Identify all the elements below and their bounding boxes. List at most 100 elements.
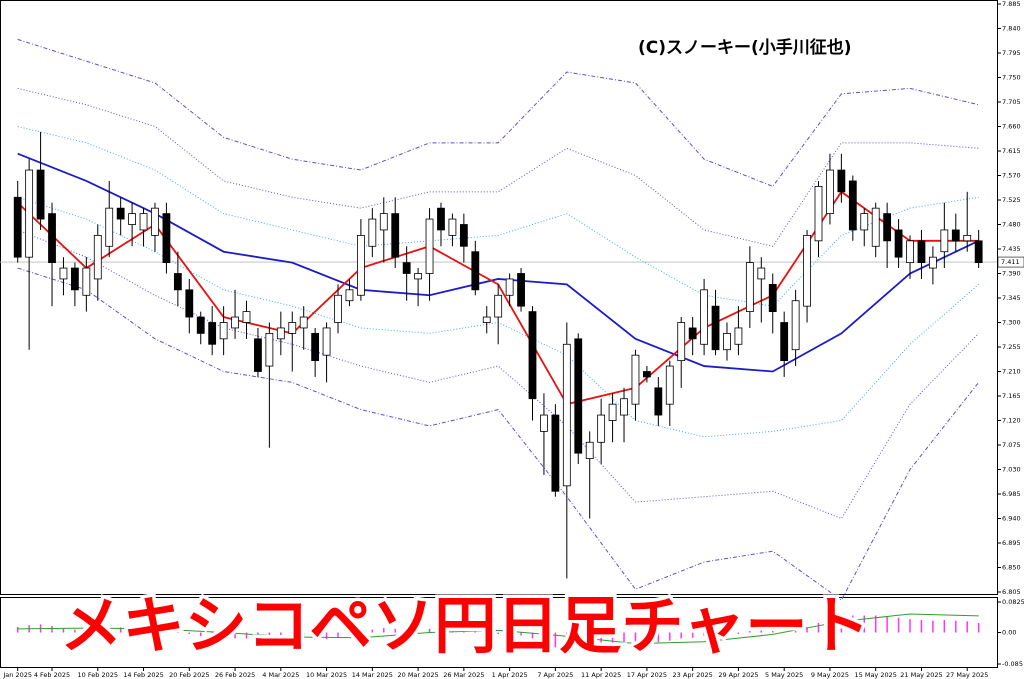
candle-body xyxy=(345,289,354,302)
candle-body xyxy=(173,273,182,291)
candle-body xyxy=(356,234,365,296)
y-tick-label: 6.895 xyxy=(1002,539,1021,547)
signal-line xyxy=(17,613,979,645)
candle-body xyxy=(402,262,411,274)
candle-body xyxy=(13,196,22,258)
y-tick-label: -0.085 xyxy=(1002,660,1023,668)
candle-body xyxy=(139,213,148,231)
y-tick-label: 7.480 xyxy=(1002,221,1021,229)
candle-body xyxy=(254,338,262,372)
x-tick-label: 26 Mar 2025 xyxy=(443,671,484,679)
indicator-line xyxy=(17,87,979,247)
candle-body xyxy=(803,234,811,307)
candle-body xyxy=(929,256,937,269)
candle-body xyxy=(540,414,548,432)
x-tick-label: 15 May 2025 xyxy=(855,671,897,679)
y-tick-label: 7.435 xyxy=(1002,245,1021,253)
candle-body xyxy=(48,213,56,264)
y-tick-label: 7.795 xyxy=(1002,49,1021,57)
x-tick-label: 9 May 2025 xyxy=(811,671,849,679)
candle-body xyxy=(528,311,537,400)
candle-body xyxy=(826,169,834,215)
y-tick-label: 0.0825 xyxy=(1002,598,1024,606)
y-tick-label: 7.075 xyxy=(1002,441,1021,449)
candle-body xyxy=(562,343,571,487)
candle-body xyxy=(917,240,926,264)
x-tick-label: 1 Apr 2025 xyxy=(492,671,528,679)
y-tick-label: 0.00 xyxy=(1002,629,1016,637)
y-tick-label: 7.525 xyxy=(1002,196,1021,204)
x-tick-label: 5 May 2025 xyxy=(765,671,803,679)
candle-body xyxy=(471,251,480,291)
candle-body xyxy=(780,322,789,362)
candle-body xyxy=(265,332,274,367)
candle-body xyxy=(677,322,686,362)
x-tick-label: 14 Feb 2025 xyxy=(123,671,163,679)
x-tick-label: 21 May 2025 xyxy=(900,671,942,679)
y-tick-label: 7.660 xyxy=(1002,123,1021,131)
x-tick-label: 29 Apr 2025 xyxy=(718,671,758,679)
y-tick-label: 7.255 xyxy=(1002,343,1021,351)
candle-body xyxy=(368,218,377,247)
y-tick-label: 6.985 xyxy=(1002,490,1021,498)
candle-body xyxy=(711,305,720,351)
candle-body xyxy=(963,234,972,242)
candle-body xyxy=(494,294,503,318)
candle-body xyxy=(620,398,628,416)
y-tick-label: 7.300 xyxy=(1002,319,1021,327)
candle-body xyxy=(871,207,880,247)
candle-body xyxy=(837,169,846,193)
credit: (C)スノーキー(小手川征也) xyxy=(638,37,852,58)
y-tick-label: 7.705 xyxy=(1002,98,1021,106)
candle-body xyxy=(665,365,674,405)
last-price-box xyxy=(997,256,1024,268)
y-tick-label: 7.030 xyxy=(1002,466,1021,474)
candle-body xyxy=(93,234,102,280)
x-tick-label: 7 Apr 2025 xyxy=(537,671,573,679)
indicator-line xyxy=(17,152,980,373)
candle-body xyxy=(276,327,285,340)
candle-body xyxy=(242,311,251,323)
candle-body xyxy=(723,332,731,351)
candle-body xyxy=(25,169,34,258)
candle-body xyxy=(654,387,663,416)
x-tick-label: 4 Feb 2025 xyxy=(34,671,70,679)
y-tick-label: 7.210 xyxy=(1002,368,1021,376)
candle-body xyxy=(231,316,239,329)
x-tick-label: 20 Mar 2025 xyxy=(397,671,438,679)
candle-body xyxy=(482,316,491,323)
candle-body xyxy=(128,213,137,225)
candle-body xyxy=(574,338,583,454)
candle-body xyxy=(894,229,903,258)
x-tick-label: 17 Apr 2025 xyxy=(627,671,667,679)
candle-body xyxy=(391,213,400,258)
y-tick-label: 7.885 xyxy=(1002,0,1021,8)
candle-body xyxy=(437,207,445,231)
x-tick-label: 27 May 2025 xyxy=(946,671,988,679)
candle-body xyxy=(105,207,114,247)
indicator-line xyxy=(17,38,979,187)
candle-body xyxy=(162,213,171,264)
candle-body xyxy=(906,240,914,264)
candle-body xyxy=(36,169,45,220)
candle-body xyxy=(791,300,800,351)
candle-body xyxy=(951,229,960,242)
indicator-line xyxy=(17,126,979,307)
candle-body xyxy=(757,267,766,280)
candle-body xyxy=(82,267,91,296)
x-tick-label: 10 Feb 2025 xyxy=(78,671,118,679)
candle-body xyxy=(585,441,594,460)
candle-body xyxy=(219,322,228,340)
candle-body xyxy=(59,267,68,280)
candle-body xyxy=(379,213,388,231)
last-price-label: 7.411 xyxy=(1001,258,1020,266)
candle-body xyxy=(551,414,560,492)
candle-body xyxy=(688,327,697,340)
candle-body xyxy=(185,289,194,318)
y-tick-label: 7.840 xyxy=(1002,25,1021,33)
candle-body xyxy=(597,414,606,443)
candle-body xyxy=(814,185,823,242)
